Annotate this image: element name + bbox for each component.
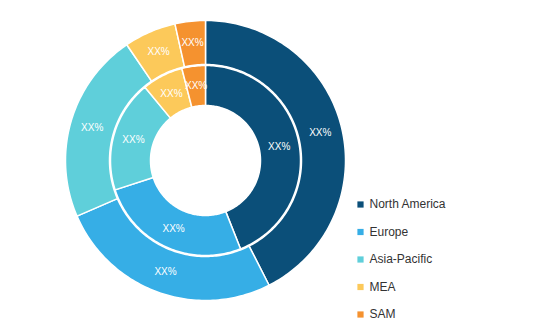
svg-text:MEA: MEA xyxy=(370,280,396,294)
svg-text:XX%: XX% xyxy=(148,46,170,57)
svg-text:XX%: XX% xyxy=(309,127,331,138)
svg-text:Europe: Europe xyxy=(370,225,409,239)
svg-text:XX%: XX% xyxy=(154,266,176,277)
svg-text:SAM: SAM xyxy=(370,307,396,321)
svg-text:XX%: XX% xyxy=(81,122,103,133)
svg-text:Asia-Pacific: Asia-Pacific xyxy=(370,252,433,266)
svg-text:XX%: XX% xyxy=(268,141,290,152)
svg-text:XX%: XX% xyxy=(185,80,207,91)
svg-text:XX%: XX% xyxy=(162,223,184,234)
svg-text:XX%: XX% xyxy=(160,88,182,99)
svg-text:XX%: XX% xyxy=(122,134,144,145)
svg-text:XX%: XX% xyxy=(181,37,203,48)
svg-text:North America: North America xyxy=(370,197,446,211)
